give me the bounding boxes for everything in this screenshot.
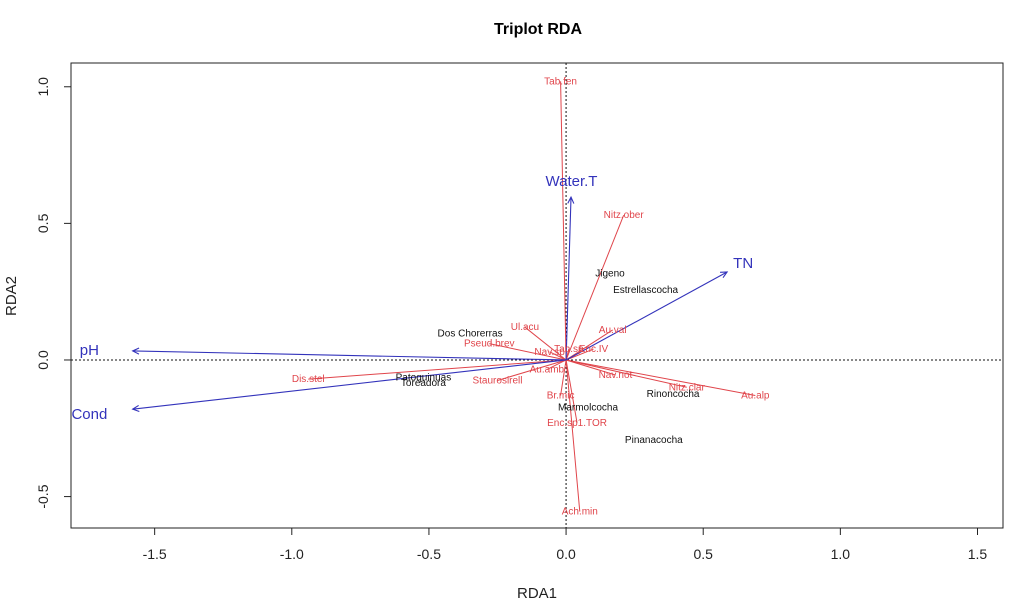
plot-frame bbox=[70, 62, 1004, 529]
arrow-head-icon bbox=[720, 271, 729, 279]
species-vector bbox=[565, 359, 687, 388]
site-label: Toreadora bbox=[401, 378, 446, 389]
species-label: Nitz.clar bbox=[669, 382, 706, 393]
species-vector bbox=[489, 343, 567, 361]
environment-arrow bbox=[132, 359, 567, 410]
x-tick-label: 0.5 bbox=[693, 546, 713, 562]
arrow-head-icon bbox=[567, 195, 575, 204]
x-tick-label: 1.0 bbox=[831, 546, 851, 562]
y-tick-label: 0.5 bbox=[35, 213, 51, 233]
site-label: Jigeno bbox=[595, 269, 625, 280]
environment-label: TN bbox=[733, 255, 753, 272]
site-label: Patoquinuas bbox=[396, 372, 452, 383]
species-vectors bbox=[308, 81, 756, 512]
species-label: Enc.IV bbox=[579, 344, 609, 355]
species-vector bbox=[565, 359, 578, 423]
x-tick-label: 0.0 bbox=[556, 546, 576, 562]
x-axis-label: RDA1 bbox=[517, 585, 557, 602]
species-vector bbox=[565, 329, 613, 361]
species-label: Tab.sp bbox=[554, 344, 584, 355]
chart-title: Triplot RDA bbox=[494, 21, 582, 38]
site-label: Pinanacocha bbox=[625, 435, 683, 446]
species-vector bbox=[565, 359, 616, 376]
species-label: Enc.sp1.TOR bbox=[547, 418, 607, 429]
environment-arrow bbox=[565, 271, 728, 361]
site-label: Estrellascocha bbox=[613, 285, 678, 296]
species-label: Au.amb bbox=[530, 365, 565, 376]
arrow-head-icon bbox=[131, 404, 140, 412]
species-label: Staurosirell bbox=[472, 375, 522, 386]
species-vector bbox=[524, 326, 567, 361]
environment-label: Cond bbox=[71, 406, 107, 423]
vector-labels: Tab.fen Nitz.ober Ul.acu Pseud.brev Au.val Na… bbox=[71, 76, 769, 517]
environment-label: Water.T bbox=[546, 173, 598, 190]
species-vector bbox=[565, 359, 756, 396]
site-labels: Jigeno Estrellascocha Dos Chorerras Patoqui… bbox=[396, 269, 700, 447]
site-label: Marmolcocha bbox=[558, 402, 618, 413]
species-vector bbox=[546, 359, 567, 370]
arrow-head-icon bbox=[131, 347, 140, 355]
species-label: Tab.fen bbox=[544, 76, 577, 87]
species-vector bbox=[549, 351, 567, 361]
x-tick-label: -1.5 bbox=[143, 546, 167, 562]
species-label: Ul.acu bbox=[511, 322, 539, 333]
species-vector bbox=[308, 359, 567, 380]
species-vector bbox=[560, 81, 567, 360]
x-tick-label: -1.0 bbox=[280, 546, 304, 562]
species-label: Ach.min bbox=[562, 507, 598, 518]
environment-arrow bbox=[132, 350, 567, 361]
species-vector bbox=[497, 359, 567, 381]
x-tick-label: 1.5 bbox=[968, 546, 988, 562]
species-label: Au.val bbox=[599, 325, 627, 336]
species-label: Nav.not bbox=[599, 370, 633, 381]
species-vector bbox=[565, 359, 581, 512]
species-vector bbox=[565, 348, 594, 361]
species-label: Nitz.ober bbox=[604, 210, 645, 221]
environment-arrows bbox=[131, 195, 729, 412]
species-vector bbox=[560, 359, 567, 396]
y-axis-label: RDA2 bbox=[3, 276, 20, 316]
species-label: Dis.stel bbox=[292, 374, 325, 385]
y-tick-label: 1.0 bbox=[35, 77, 51, 97]
y-tick-label: -0.5 bbox=[35, 484, 51, 508]
species-label: Pseud.brev bbox=[464, 339, 515, 350]
species-label: Br.mic bbox=[547, 390, 575, 401]
x-tick-label: -0.5 bbox=[417, 546, 441, 562]
environment-label: pH bbox=[80, 342, 99, 359]
species-vector bbox=[565, 214, 625, 361]
species-label: Au.alp bbox=[741, 390, 770, 401]
axes: -1.5 -1.0 -0.5 0.0 0.5 1.0 1.5 -0.5 0.0 0.5 1.0 bbox=[35, 62, 1004, 562]
species-label: Nav.sp bbox=[534, 347, 565, 358]
y-tick-label: 0.0 bbox=[35, 350, 51, 370]
environment-arrow bbox=[565, 197, 572, 360]
site-label: Dos Chorerras bbox=[438, 329, 503, 340]
site-label: Rinoncocha bbox=[647, 389, 700, 400]
zero-lines bbox=[71, 63, 1003, 528]
